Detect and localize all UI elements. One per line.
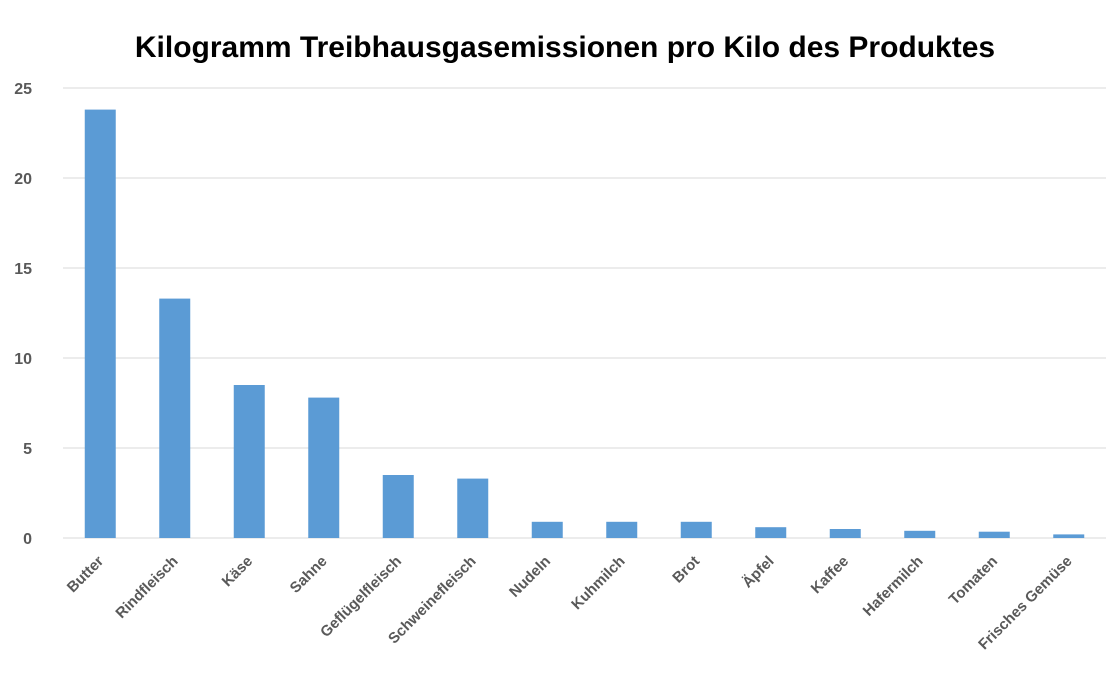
bars xyxy=(84,109,1085,538)
gridlines xyxy=(63,87,1106,539)
bar-5 xyxy=(457,478,489,538)
bar-3 xyxy=(308,397,340,538)
bar-6 xyxy=(531,521,563,538)
y-tick-label: 15 xyxy=(14,261,32,278)
bar-4 xyxy=(382,475,414,538)
x-tick-label: Äpfel xyxy=(739,553,778,592)
y-tick-label: 0 xyxy=(23,531,32,548)
bar-2 xyxy=(233,385,265,538)
bar-11 xyxy=(904,530,936,538)
bar-10 xyxy=(829,529,861,538)
x-tick-label: Sahne xyxy=(287,553,331,597)
y-tick-label: 25 xyxy=(14,81,32,98)
y-tick-label: 5 xyxy=(23,441,32,458)
x-tick-label: Nudeln xyxy=(506,553,554,601)
x-tick-label: Brot xyxy=(669,553,703,587)
x-tick-label: Kaffee xyxy=(808,553,852,597)
bar-12 xyxy=(978,531,1010,538)
bar-1 xyxy=(159,298,191,538)
bar-0 xyxy=(84,109,116,538)
y-tick-label: 20 xyxy=(14,171,32,188)
y-axis-ticks: 0 5 10 15 20 25 xyxy=(14,81,32,548)
x-tick-label: Butter xyxy=(64,553,107,596)
bar-9 xyxy=(755,527,787,538)
x-tick-label: Tomaten xyxy=(946,553,1001,608)
chart-title: Kilogramm Treibhausgasemissionen pro Kil… xyxy=(135,31,995,64)
x-axis-ticks: Butter Rindfleisch Käse SahneGeflügelfleisc… xyxy=(64,553,1076,654)
x-tick-label: Hafermilch xyxy=(860,553,927,620)
bar-7 xyxy=(606,521,638,538)
y-tick-label: 10 xyxy=(14,351,32,368)
x-tick-label: Rindfleisch xyxy=(112,553,181,622)
bar-13 xyxy=(1053,534,1085,538)
bar-8 xyxy=(680,521,712,538)
x-tick-label: Käse xyxy=(219,553,256,590)
x-tick-label: Kuhmilch xyxy=(568,553,628,613)
